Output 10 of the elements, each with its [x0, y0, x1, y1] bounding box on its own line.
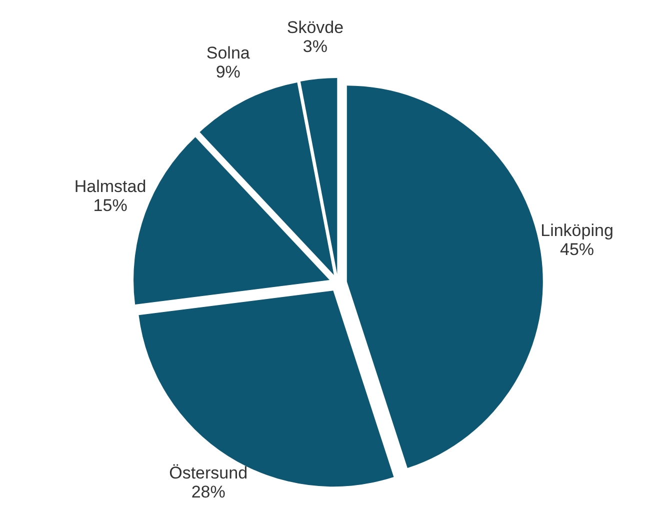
data-label: 9%	[216, 62, 240, 82]
slice-label: Linköping	[540, 221, 614, 240]
slice-label: Halmstad	[74, 177, 146, 196]
slice-label: Östersund	[169, 463, 248, 482]
slice-label: Solna	[206, 43, 250, 62]
data-label: 3%	[302, 37, 328, 56]
data-label: 28%	[191, 482, 226, 502]
data-label: 15%	[93, 196, 128, 216]
data-label: 45%	[560, 240, 594, 260]
slice-label: Skövde	[286, 18, 344, 38]
